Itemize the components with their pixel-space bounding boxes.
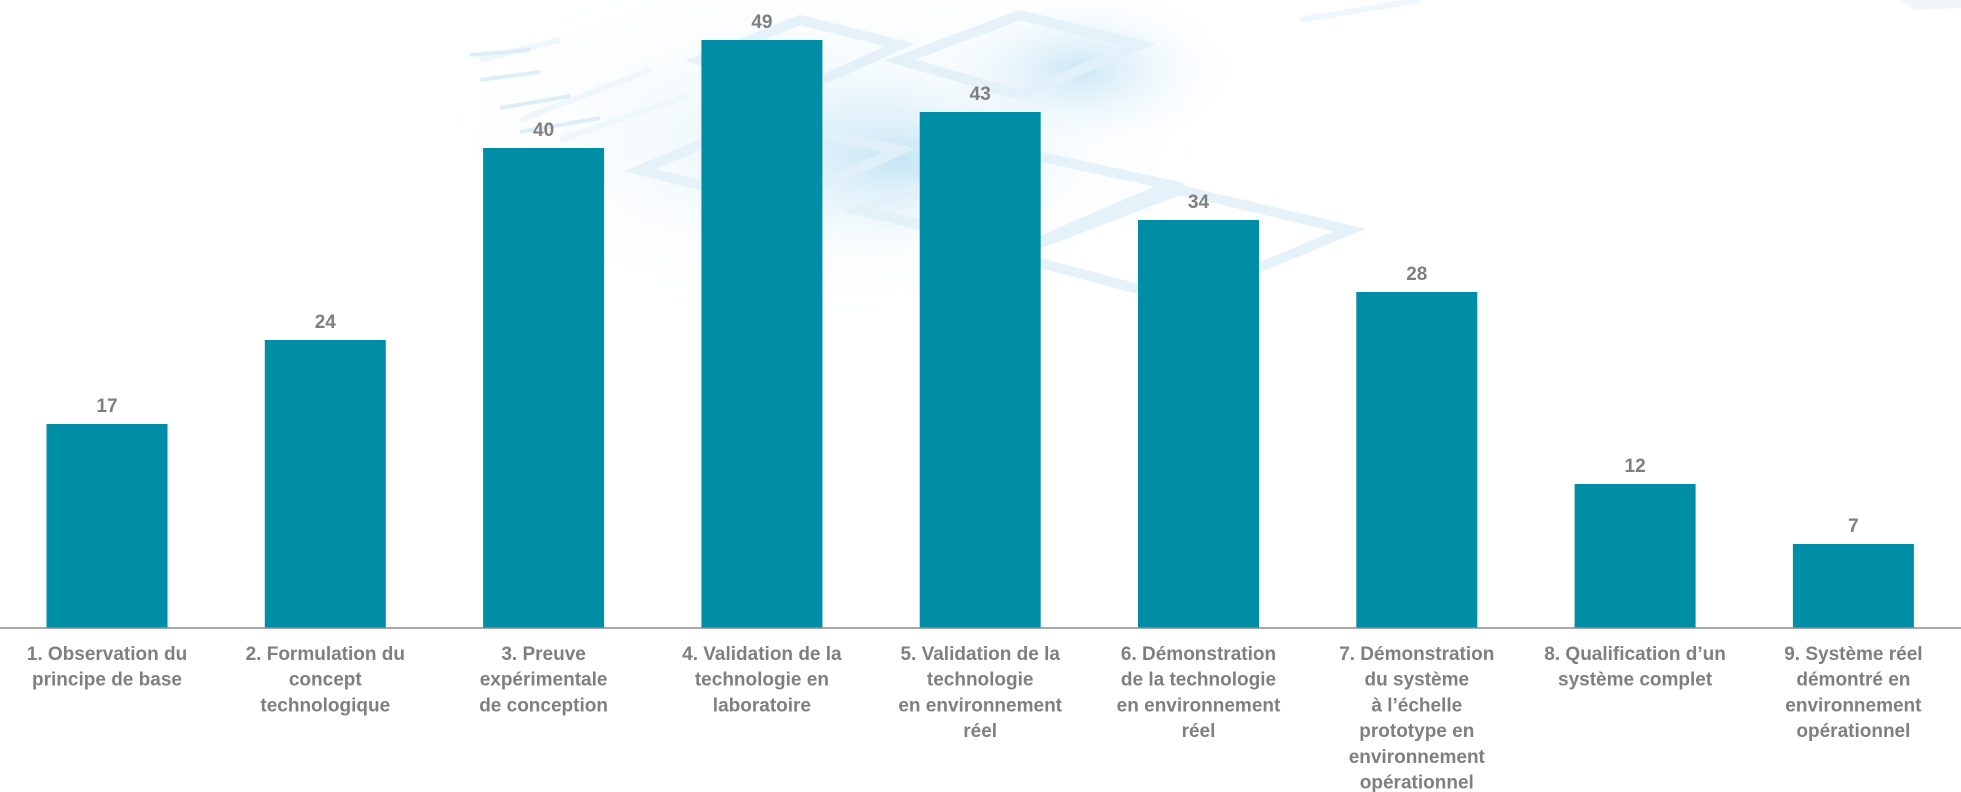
category-label-line: technologie <box>927 670 1034 691</box>
category-label-8: 8. Qualification d’un système complet <box>1544 644 1726 691</box>
category-label-line: environnement <box>1349 747 1486 768</box>
category-label-line: de conception <box>479 695 608 716</box>
bar-6 <box>1138 220 1259 628</box>
category-label-line: en environnement <box>1117 695 1281 716</box>
bar-5 <box>919 112 1041 628</box>
value-label-1: 17 <box>96 396 117 417</box>
bar-7 <box>1356 292 1478 628</box>
category-label-line: environnement <box>1785 695 1922 716</box>
category-label-line: opérationnel <box>1796 721 1910 742</box>
bar-3 <box>483 148 605 628</box>
value-label-6: 34 <box>1188 192 1210 213</box>
value-label-8: 12 <box>1625 456 1646 477</box>
category-label-4: 4. Validation de la technologie en laborat… <box>682 644 842 716</box>
category-label-line: réel <box>963 721 997 742</box>
value-label-7: 28 <box>1406 264 1427 285</box>
category-label-6: 6. Démonstration de la technologie en envi… <box>1117 644 1281 742</box>
category-label-line: 4. Validation de la <box>682 644 842 665</box>
category-label-line: réel <box>1182 721 1216 742</box>
value-label-2: 24 <box>315 312 337 333</box>
category-label-line: 3. Preuve <box>501 644 586 665</box>
category-labels: 1. Observation du principe de base 2. Form… <box>27 644 1923 792</box>
category-label-line: 7. Démonstration <box>1339 644 1494 665</box>
category-label-line: en environnement <box>898 695 1062 716</box>
category-label-line: à l’échelle <box>1371 695 1462 716</box>
category-label-line: 2. Formulation du <box>246 644 405 665</box>
category-label-2: 2. Formulation du concept technologique <box>246 644 405 716</box>
category-label-line: 1. Observation du <box>27 644 187 665</box>
bar-8 <box>1574 484 1696 628</box>
category-label-5: 5. Validation de la technologie en environ… <box>898 644 1062 742</box>
category-label-line: 9. Système réel <box>1784 644 1922 665</box>
category-label-line: démontré en <box>1796 670 1910 691</box>
value-label-5: 43 <box>970 84 991 105</box>
bar-1 <box>46 424 168 628</box>
category-label-line: prototype en <box>1359 721 1474 742</box>
category-label-line: 5. Validation de la <box>900 644 1060 665</box>
category-label-line: concept <box>289 670 363 691</box>
category-label-line: opérationnel <box>1360 773 1474 792</box>
category-label-3: 3. Preuve expérimentale de conception <box>479 644 608 716</box>
bar-4 <box>701 40 823 628</box>
category-label-line: de la technologie <box>1121 670 1276 691</box>
bars <box>46 40 1914 628</box>
category-label-line: technologie en <box>695 670 829 691</box>
value-label-4: 49 <box>751 12 772 33</box>
category-label-line: 6. Démonstration <box>1121 644 1276 665</box>
category-label-line: expérimentale <box>480 670 608 691</box>
category-label-1: 1. Observation du principe de base <box>27 644 187 691</box>
category-label-line: principe de base <box>32 670 182 691</box>
bar-9 <box>1792 544 1914 628</box>
category-label-9: 9. Système réel démontré en environnement o… <box>1784 644 1922 742</box>
category-label-7: 7. Démonstration du système à l’échelle pro… <box>1339 644 1494 792</box>
category-label-line: technologique <box>260 695 390 716</box>
category-label-line: 8. Qualification d’un <box>1544 644 1726 665</box>
value-label-9: 7 <box>1848 516 1859 537</box>
value-label-3: 40 <box>533 120 554 141</box>
category-label-line: laboratoire <box>713 695 811 716</box>
category-label-line: du système <box>1365 670 1470 691</box>
bar-2 <box>264 340 386 628</box>
value-labels: 17 24 40 49 43 34 28 12 7 <box>96 12 1858 537</box>
category-label-line: système complet <box>1558 670 1713 691</box>
